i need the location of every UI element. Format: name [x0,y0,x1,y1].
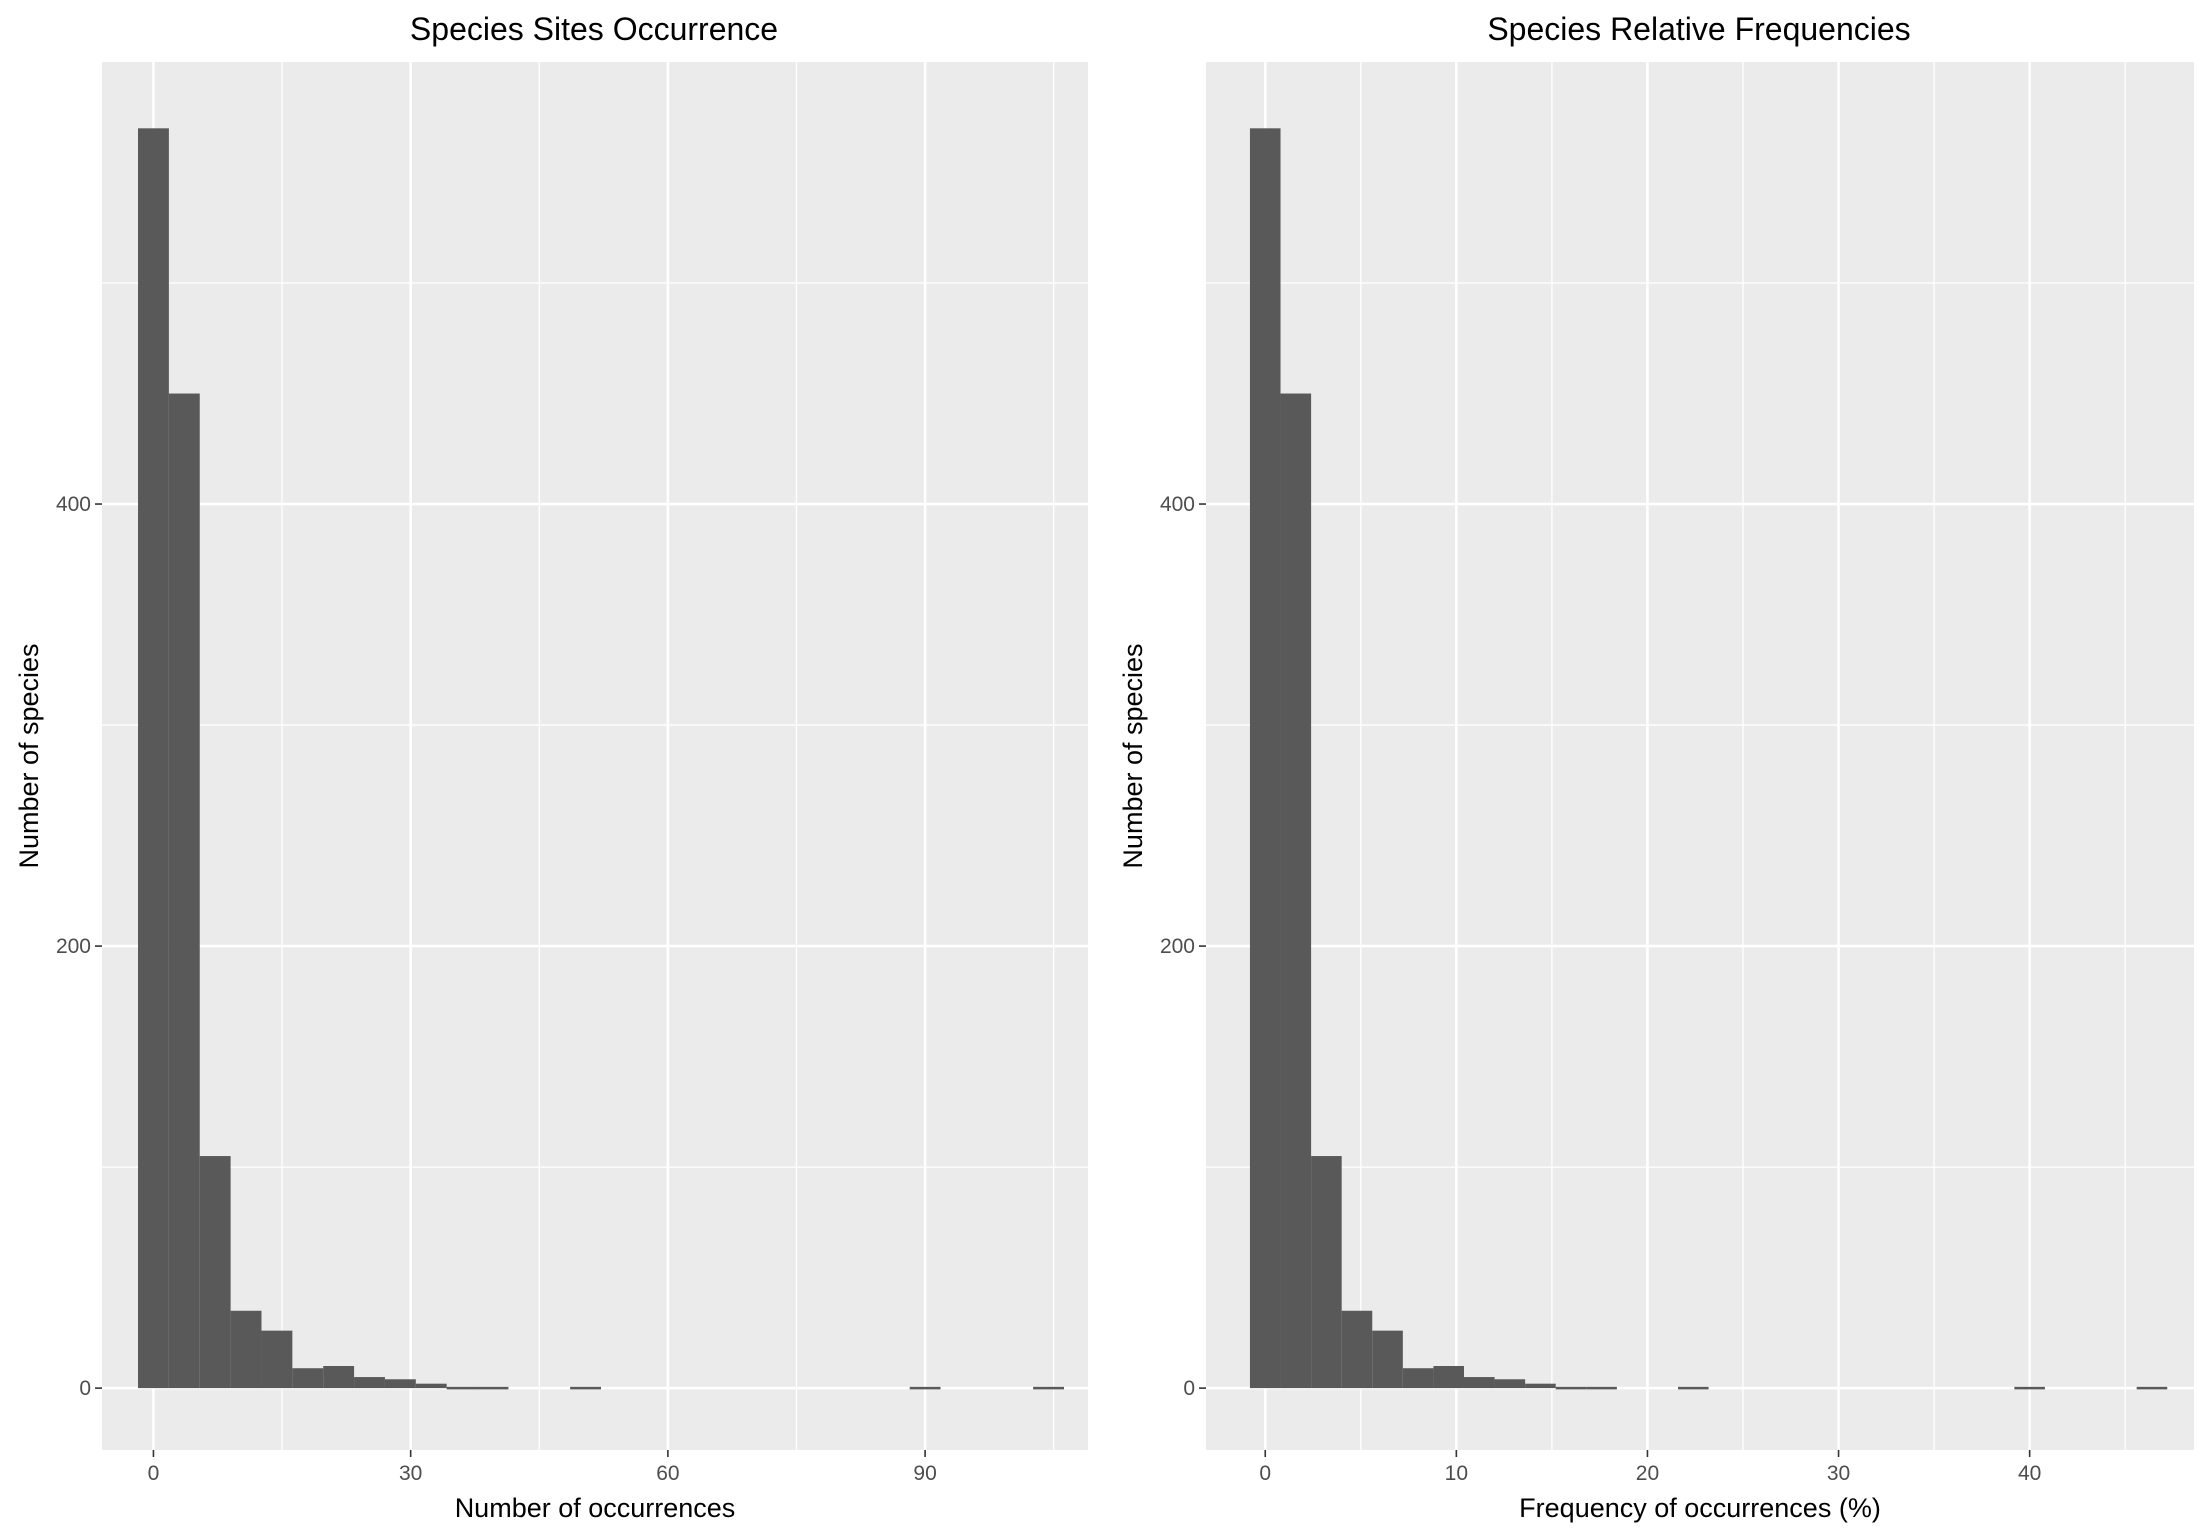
histogram-bar [1311,1156,1342,1389]
y-tick-label: 200 [56,935,91,958]
y-axis-ticks: 0 200 400 [56,493,102,1400]
x-axis-ticks: 0 30 60 90 [148,1450,937,1485]
histogram-bar [1341,1310,1373,1389]
histogram-bar [2136,1386,2168,1390]
histogram-bar [1249,128,1281,1389]
histogram-bars [138,128,1064,1390]
histogram-bar [354,1377,385,1389]
histogram-bar [1525,1383,1556,1389]
histogram-bar [168,393,200,1389]
histogram-bar [1494,1379,1526,1389]
chart-panel-right: Species Relative Frequencies 0 200 400 0 10… [1118,11,2194,1523]
histogram-bar [909,1386,941,1390]
histogram-bar [199,1156,231,1389]
x-axis-title: Number of occurrences [455,1493,736,1523]
histogram-bar [230,1310,262,1389]
histogram-bar [1555,1386,1587,1390]
histogram-bar [1033,1386,1064,1390]
y-tick-label: 200 [1160,935,1195,958]
y-axis-ticks: 0 200 400 [1160,493,1206,1400]
y-tick-label: 0 [79,1377,91,1400]
x-tick-label: 40 [2018,1462,2041,1485]
plot-background [102,62,1088,1450]
x-tick-label: 30 [399,1462,422,1485]
histogram-bar [2014,1386,2045,1390]
y-tick-label: 400 [1160,493,1195,516]
y-tick-label: 400 [56,493,91,516]
chart-panel-left: Species Sites Occurrence 0 200 400 0 30 60 90… [14,11,1088,1523]
x-tick-label: 10 [1445,1462,1468,1485]
histogram-bar [446,1386,478,1390]
chart-title: Species Sites Occurrence [410,11,778,47]
histogram-bar [1372,1330,1403,1389]
histogram-bar [1402,1368,1434,1389]
histogram-bar [1678,1386,1709,1390]
histogram-bars [1249,128,2168,1390]
y-axis-title: Number of species [1118,643,1148,868]
y-axis-title: Number of species [14,643,44,868]
x-tick-label: 20 [1636,1462,1659,1485]
histogram-bar [384,1379,416,1389]
histogram-bar [477,1386,509,1390]
chart-title: Species Relative Frequencies [1487,11,1910,47]
x-axis-ticks: 0 10 20 30 40 [1259,1450,2041,1485]
x-tick-label: 90 [913,1462,936,1485]
histogram-bar [415,1383,447,1389]
x-axis-title: Frequency of occurrences (%) [1519,1493,1881,1523]
x-tick-label: 0 [148,1462,160,1485]
histogram-bar [261,1330,293,1389]
x-tick-label: 0 [1259,1462,1271,1485]
histogram-bar [138,128,169,1389]
histogram-bar [1433,1366,1464,1389]
y-tick-label: 0 [1183,1377,1195,1400]
histogram-bar [1280,393,1312,1389]
histogram-bar [1586,1386,1617,1390]
x-tick-label: 30 [1827,1462,1850,1485]
histogram-bar [323,1366,355,1389]
histogram-bar [1463,1377,1495,1389]
plot-background [1206,62,2194,1450]
x-tick-label: 60 [656,1462,679,1485]
histogram-bar [292,1368,324,1389]
histogram-bar [570,1386,602,1390]
